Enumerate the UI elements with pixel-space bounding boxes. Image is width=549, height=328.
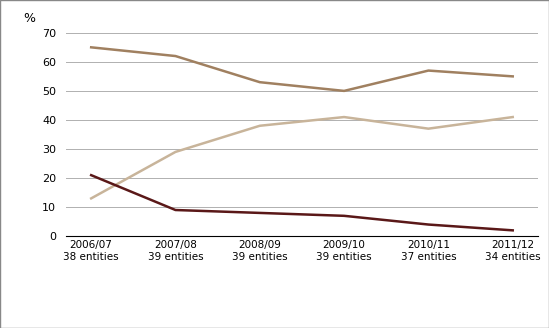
Text: %: % bbox=[24, 12, 35, 25]
